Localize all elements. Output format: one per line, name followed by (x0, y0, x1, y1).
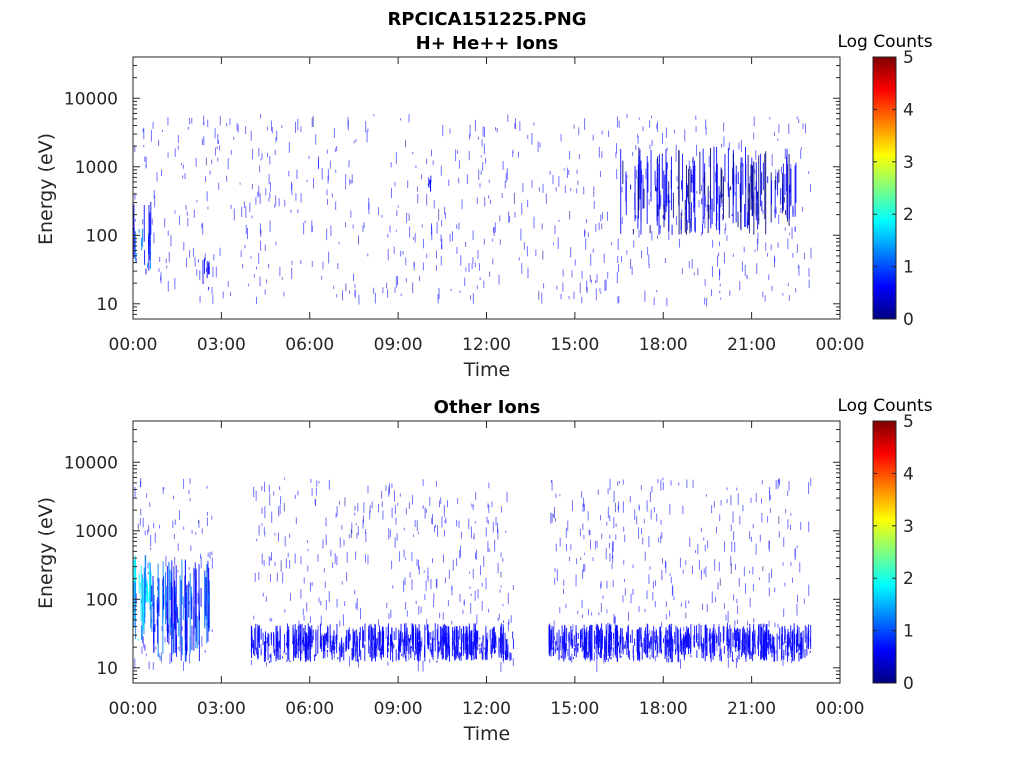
panel-bottom-title: Other Ions (434, 397, 541, 418)
x-tick-label: 03:00 (197, 335, 246, 355)
x-tick-label: 00:00 (109, 335, 158, 355)
x-tick-label: 09:00 (374, 335, 423, 355)
y-tick-label: 100 (86, 226, 118, 246)
y-tick-label: 100 (86, 590, 118, 610)
panel-bottom-heatmap (133, 477, 812, 673)
colorbar-tick-label: 0 (903, 310, 914, 330)
panel-top-colorbar: 0 1 2 3 4 5 (872, 48, 914, 330)
colorbar-tick-label: 3 (903, 153, 914, 173)
y-tick-label: 10000 (64, 89, 118, 109)
colorbar-tick-label: 0 (903, 674, 914, 694)
y-tick-label: 10000 (64, 453, 118, 473)
panel-bottom-colorbar-label: Log Counts (837, 396, 932, 416)
panel-bottom-axes: 00:00 03:00 06:00 09:00 12:00 15:00 18:00 21:00… (64, 420, 865, 719)
x-tick-label: 18:00 (639, 335, 688, 355)
y-tick-label: 1000 (75, 158, 118, 178)
x-tick-label: 15:00 (550, 335, 599, 355)
x-tick-label: 00:00 (816, 335, 865, 355)
x-tick-label: 00:00 (109, 699, 158, 719)
panel-top-heatmap (133, 113, 812, 307)
colorbar-tick-label: 1 (903, 622, 914, 642)
panel-bottom: Other Ions 00:00 03:00 06:00 09:00 12:00 15:0… (35, 396, 933, 745)
colorbar-tick-label: 4 (903, 100, 914, 120)
x-tick-label: 00:00 (816, 699, 865, 719)
x-tick-label: 06:00 (285, 699, 334, 719)
y-tick-label: 10 (96, 295, 118, 315)
x-tick-label: 21:00 (727, 699, 776, 719)
panel-top-ylabel: Energy (eV) (35, 133, 57, 245)
y-tick-label: 1000 (75, 522, 118, 542)
x-tick-label: 15:00 (550, 699, 599, 719)
panel-top-colorbar-label: Log Counts (837, 32, 932, 52)
colorbar-tick-label: 2 (903, 205, 914, 225)
colorbar-tick-label: 2 (903, 569, 914, 589)
colorbar-tick-label: 5 (903, 412, 914, 432)
colorbar-tick-label: 5 (903, 48, 914, 68)
figure-title: RPCICA151225.PNG (387, 9, 586, 30)
panel-top-title: H+ He++ Ions (416, 33, 559, 54)
colorbar-tick-label: 4 (903, 464, 914, 484)
x-tick-label: 03:00 (197, 699, 246, 719)
colorbar-tick-label: 1 (903, 258, 914, 278)
x-tick-label: 12:00 (462, 699, 511, 719)
x-tick-label: 09:00 (374, 699, 423, 719)
x-tick-label: 06:00 (285, 335, 334, 355)
panel-top-xlabel: Time (463, 359, 511, 381)
panel-top-axes: 00:00 03:00 06:00 09:00 12:00 15:00 18:00 21:00… (64, 56, 865, 355)
x-tick-label: 12:00 (462, 335, 511, 355)
colorbar-tick-label: 3 (903, 517, 914, 537)
panel-bottom-colorbar: 0 1 2 3 4 5 (872, 412, 914, 694)
x-tick-label: 18:00 (639, 699, 688, 719)
x-tick-label: 21:00 (727, 335, 776, 355)
panel-bottom-ylabel: Energy (eV) (35, 497, 57, 609)
panel-top: H+ He++ Ions 00:00 03:00 06:00 09:00 12:00 15… (35, 32, 933, 381)
y-tick-label: 10 (96, 659, 118, 679)
panel-bottom-xlabel: Time (463, 723, 511, 745)
